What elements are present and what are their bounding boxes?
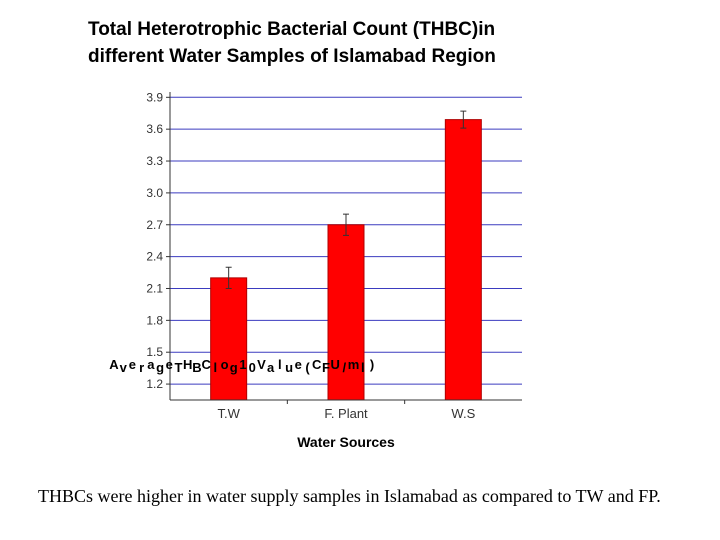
y-axis-label-glyph: 1 [239,357,246,372]
y-axis-label-glyph: a [267,360,275,375]
y-axis-label-glyph: e [129,357,136,372]
y-axis-label-glyph: o [221,357,229,372]
y-axis-label-glyph: H [183,357,192,372]
y-tick-label: 2.7 [146,218,163,232]
y-axis-label-glyph: e [166,357,173,372]
y-axis-label-glyph: ( [305,360,310,375]
y-tick-label: 2.1 [146,281,163,295]
y-axis-label-glyph: a [147,357,155,372]
x-tick-labels: T.W F. Plant W.S [217,400,476,421]
y-tick-labels: 1.2 1.5 1.8 2.1 2.4 2.7 3.0 3.3 3.6 3.9 [146,90,170,391]
x-axis-label: Water Sources [297,434,395,450]
y-axis-label-glyph: r [139,360,144,375]
x-tick-label: F. Plant [324,406,368,421]
slide-title-line-1: Total Heterotrophic Bacterial Count (THB… [88,19,496,40]
bar [210,277,248,401]
y-axis-label-glyph: C [312,357,322,372]
y-axis-label-glyph: l [361,360,365,375]
y-tick-label: 3.6 [146,122,163,136]
slide-title-line-2: different Water Samples of Islamabad Reg… [88,46,496,67]
bar [444,119,482,401]
y-axis-label-glyph: C [201,357,211,372]
y-axis-label-glyph: l [214,360,218,375]
y-axis-label-glyph: B [192,360,201,375]
y-axis-label-glyph: F [322,360,330,375]
axes [169,92,522,401]
y-axis-label-glyph: T [175,360,183,375]
y-axis-label-glyph: A [109,357,119,372]
y-axis-label-glyph: v [120,360,128,375]
slide-title: Total Heterotrophic Bacterial Count (THB… [88,16,648,70]
y-axis-label-glyph: / [343,360,347,375]
y-tick-label: 1.2 [146,377,163,391]
y-tick-label: 1.5 [146,345,163,359]
y-axis-label-glyph: m [348,357,360,372]
y-axis-label-glyph: 0 [249,360,256,375]
x-tick-label: W.S [451,406,475,421]
y-axis-label-glyph: e [295,357,302,372]
bar-chart: 1.2 1.5 1.8 2.1 2.4 2.7 3.0 3.3 3.6 3.9 T.W F. Pla… [109,90,522,450]
y-axis-label-glyph: V [257,357,266,372]
y-tick-label: 3.0 [146,186,163,200]
y-axis-label-glyph: U [330,357,339,372]
bars [210,110,482,401]
y-tick-label: 1.8 [146,313,163,327]
caption-text: THBCs were higher in water supply sample… [38,486,661,506]
y-axis-label-glyph: u [285,360,293,375]
y-axis-label-glyph: l [278,357,282,372]
y-axis-label-glyph: g [156,360,164,375]
y-tick-label: 3.3 [146,154,163,168]
y-tick-label: 3.9 [146,90,163,104]
x-tick-label: T.W [217,406,240,421]
y-tick-label: 2.4 [146,250,163,264]
y-axis-label-glyph: g [230,360,238,375]
y-axis-label-glyph: ) [370,357,374,372]
